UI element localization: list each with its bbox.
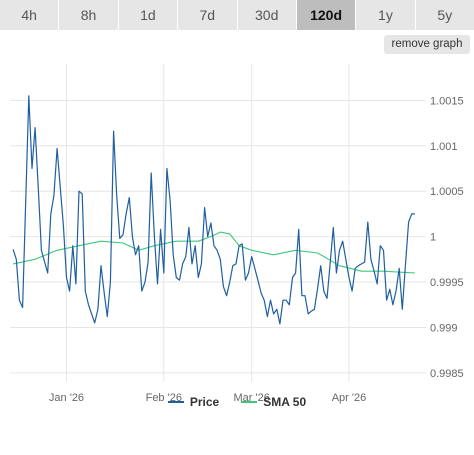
range-button-1y[interactable]: 1y: [356, 0, 416, 30]
price-series-line: [12, 95, 415, 325]
range-button-7d[interactable]: 7d: [178, 0, 238, 30]
range-button-120d[interactable]: 120d: [296, 0, 357, 30]
range-button-8h[interactable]: 8h: [59, 0, 119, 30]
sma50-series-line: [12, 231, 415, 274]
price-chart[interactable]: 0.9985 0.999 0.9995 1 1.0005 1.001 1.0015 Jan '…: [0, 56, 474, 416]
x-tick-label: Jan '26: [49, 392, 84, 404]
y-tick-label: 1.0005: [430, 186, 464, 198]
y-tick-label: 0.999: [430, 322, 458, 334]
price-series-swatch-icon: [167, 401, 184, 403]
y-tick-label: 0.9995: [430, 277, 464, 289]
chart-legend: Price SMA 50: [0, 392, 474, 412]
range-button-30d[interactable]: 30d: [238, 0, 297, 30]
legend-label-sma: SMA 50: [263, 395, 307, 409]
range-button-4h[interactable]: 4h: [0, 0, 60, 30]
y-tick-label: 0.9985: [430, 368, 464, 380]
sma-series-swatch-icon: [241, 401, 258, 403]
y-tick-label: 1.0015: [430, 95, 464, 107]
x-tick-label: Apr '26: [332, 392, 367, 404]
y-tick-label: 1.001: [430, 141, 458, 153]
range-button-5y[interactable]: 5y: [437, 7, 453, 23]
time-range-selector: 4h 8h 1d 7d 30d 120d 1y 5y: [0, 0, 474, 30]
legend-item-price[interactable]: Price: [167, 395, 220, 409]
range-button-1d[interactable]: 1d: [119, 0, 179, 30]
legend-item-sma[interactable]: SMA 50: [241, 395, 306, 409]
remove-graph-button[interactable]: remove graph: [384, 35, 470, 54]
legend-label-price: Price: [189, 395, 220, 409]
y-tick-label: 1: [430, 232, 436, 244]
